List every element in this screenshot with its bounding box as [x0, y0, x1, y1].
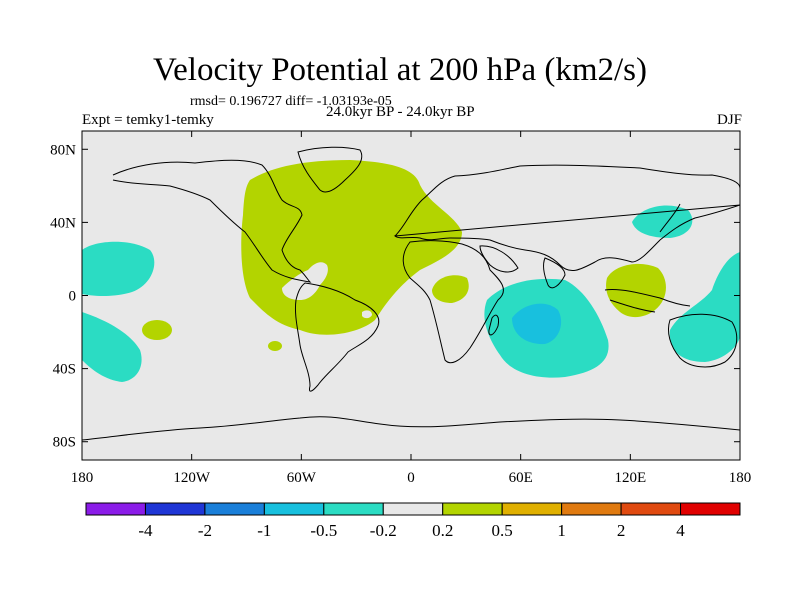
x-tick-label-5: 120E: [614, 470, 646, 486]
labelbar-box-7: [501, 502, 563, 516]
y-tick-label-0: 80N: [50, 142, 76, 158]
period-label: 24.0kyr BP - 24.0kyr BP: [326, 104, 475, 120]
labelbar-level-0: -4: [138, 521, 153, 540]
contour-fill-negative-north-pacific: [82, 241, 155, 296]
labelbar-level-1: -2: [198, 521, 212, 540]
coastline-north-america: [112, 159, 312, 283]
labelbar-level-3: -0.5: [310, 521, 337, 540]
x-tick-label-6: 180: [729, 470, 752, 486]
y-tick-label-3: 40S: [53, 362, 76, 378]
coastline-madagascar: [488, 314, 499, 336]
labelbar-box-2: [204, 502, 265, 516]
y-tick-label-2: 0: [69, 289, 77, 305]
contour-fill-negative-indian-core: [512, 303, 562, 345]
chart-title: Velocity Potential at 200 hPa (km2/s): [152, 52, 648, 88]
experiment-label: Expt = temky1-temky: [82, 112, 214, 128]
labelbar-level-2: -1: [257, 521, 271, 540]
labelbar-level-4: -0.2: [370, 521, 397, 540]
contour-fill-negative-western-pacific: [669, 252, 740, 362]
labelbar-box-0: [85, 502, 146, 516]
x-tick-label-1: 120W: [173, 470, 211, 486]
x-tick-label-4: 60E: [509, 470, 533, 486]
labelbar-box-1: [144, 502, 206, 516]
coastline-india: [543, 257, 566, 289]
coastline-indonesia: [604, 289, 691, 313]
season-label: DJF: [716, 112, 742, 128]
coastline-arabia: [479, 245, 519, 273]
x-tick-label-2: 60W: [287, 470, 317, 486]
coastline-antarctica: [82, 416, 740, 441]
labelbar-level-8: 2: [617, 521, 626, 540]
labelbar-box-10: [680, 502, 741, 516]
contour-fill-positive-south-pacific: [142, 320, 172, 340]
contour-hole-brazil-small: [362, 310, 372, 319]
labelbar-box-3: [263, 502, 325, 516]
x-tick-label-3: 0: [407, 470, 415, 486]
labelbar-box-4: [323, 502, 384, 516]
contour-fill-positive-patagonia: [268, 341, 282, 351]
contour-fill-positive-africa: [432, 275, 469, 303]
coastline-africa: [402, 240, 504, 364]
x-tick-label-0: 180: [71, 470, 94, 486]
coastline-japan: [659, 203, 681, 233]
coastline-australia: [667, 313, 738, 368]
contour-fill-negative-south-pacific: [82, 312, 142, 382]
labelbar-box-9: [620, 502, 682, 516]
labelbar-level-6: 0.5: [492, 521, 513, 540]
coastline-eurasia: [393, 164, 740, 272]
coastline-south-america: [295, 282, 380, 392]
labelbar-level-7: 1: [557, 521, 566, 540]
labelbar-box-6: [442, 502, 503, 516]
y-tick-label-1: 40N: [50, 215, 76, 231]
labelbar-box-5: [382, 502, 444, 516]
y-tick-label-4: 80S: [53, 435, 76, 451]
labelbar-level-9: 4: [676, 521, 685, 540]
rmsd-diff-stats: rmsd= 0.196727 diff= -1.03193e-05: [190, 94, 392, 109]
labelbar-box-8: [561, 502, 622, 516]
coastline-greenland: [297, 146, 363, 193]
labelbar-level-5: 0.2: [432, 521, 453, 540]
